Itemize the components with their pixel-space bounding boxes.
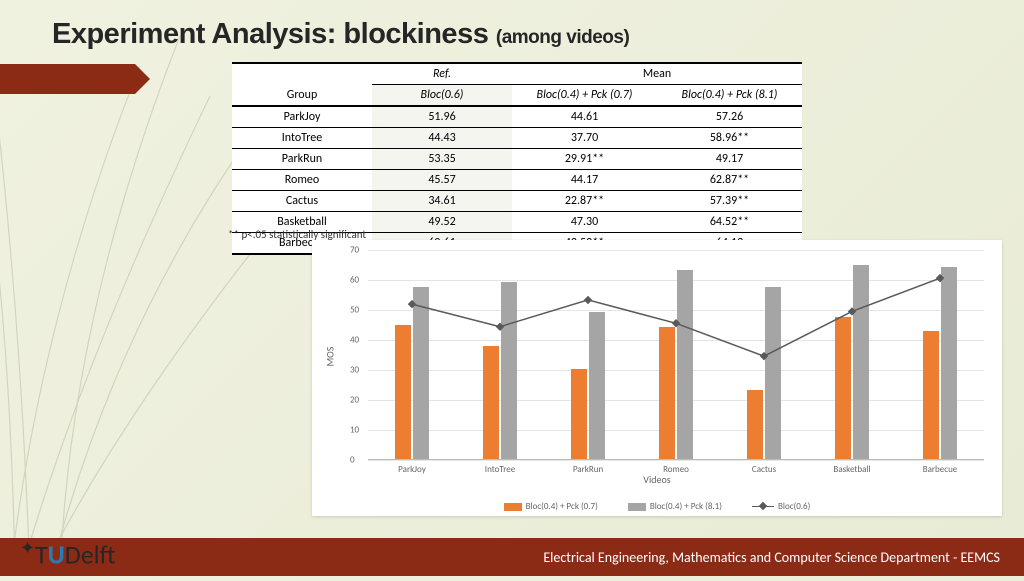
- table-cell: 57.39**: [657, 191, 802, 212]
- table-cell: Romeo: [232, 170, 372, 191]
- table-cell: 64.52**: [657, 212, 802, 233]
- arrow-decoration: [0, 64, 135, 94]
- bar: [483, 346, 499, 459]
- chart-legend: Bloc(0.4) + Pck (0.7) Bloc(0.4) + Pck (8…: [312, 501, 1002, 512]
- bar: [941, 267, 957, 459]
- x-axis-label: Videos: [312, 473, 1002, 486]
- bar: [853, 265, 869, 459]
- table-cell: 22.87**: [512, 191, 657, 212]
- table-cell: 49.52: [372, 212, 512, 233]
- logo: ✦TUDelft: [20, 537, 116, 571]
- table-cell: 34.61: [372, 191, 512, 212]
- table-cell: 49.17: [657, 149, 802, 170]
- bar: [923, 331, 939, 459]
- y-axis-label: MOS: [323, 347, 336, 367]
- bar: [747, 390, 763, 459]
- table-cell: 47.30: [512, 212, 657, 233]
- table-cell: 44.43: [372, 128, 512, 149]
- table-cell: ParkRun: [232, 149, 372, 170]
- table-cell: 51.96: [372, 106, 512, 128]
- bar: [835, 317, 851, 459]
- bar: [659, 327, 675, 460]
- table-cell: 57.26: [657, 106, 802, 128]
- table-cell: 58.96**: [657, 128, 802, 149]
- table-cell: 29.91**: [512, 149, 657, 170]
- table-cell: 45.57: [372, 170, 512, 191]
- bar: [413, 287, 429, 459]
- bar: [501, 282, 517, 459]
- table-cell: 44.17: [512, 170, 657, 191]
- table-cell: Cactus: [232, 191, 372, 212]
- table-cell: 53.35: [372, 149, 512, 170]
- table-cell: IntoTree: [232, 128, 372, 149]
- bar: [677, 270, 693, 459]
- chart-plot-area: [368, 250, 984, 460]
- table-cell: 44.61: [512, 106, 657, 128]
- bar: [395, 325, 411, 459]
- bar: [765, 287, 781, 459]
- table-cell: 37.70: [512, 128, 657, 149]
- table-cell: 62.87**: [657, 170, 802, 191]
- chart: MOS 010203040506070 ParkJoyIntoTreeParkR…: [312, 240, 1002, 516]
- bar: [589, 312, 605, 460]
- footer-bar: Electrical Engineering, Mathematics and …: [0, 538, 1024, 576]
- bar: [571, 369, 587, 459]
- table-cell: ParkJoy: [232, 106, 372, 128]
- data-table: Ref.Mean GroupBloc(0.6)Bloc(0.4) + Pck (…: [232, 62, 802, 255]
- slide-title: Experiment Analysis: blockiness (among v…: [52, 18, 629, 51]
